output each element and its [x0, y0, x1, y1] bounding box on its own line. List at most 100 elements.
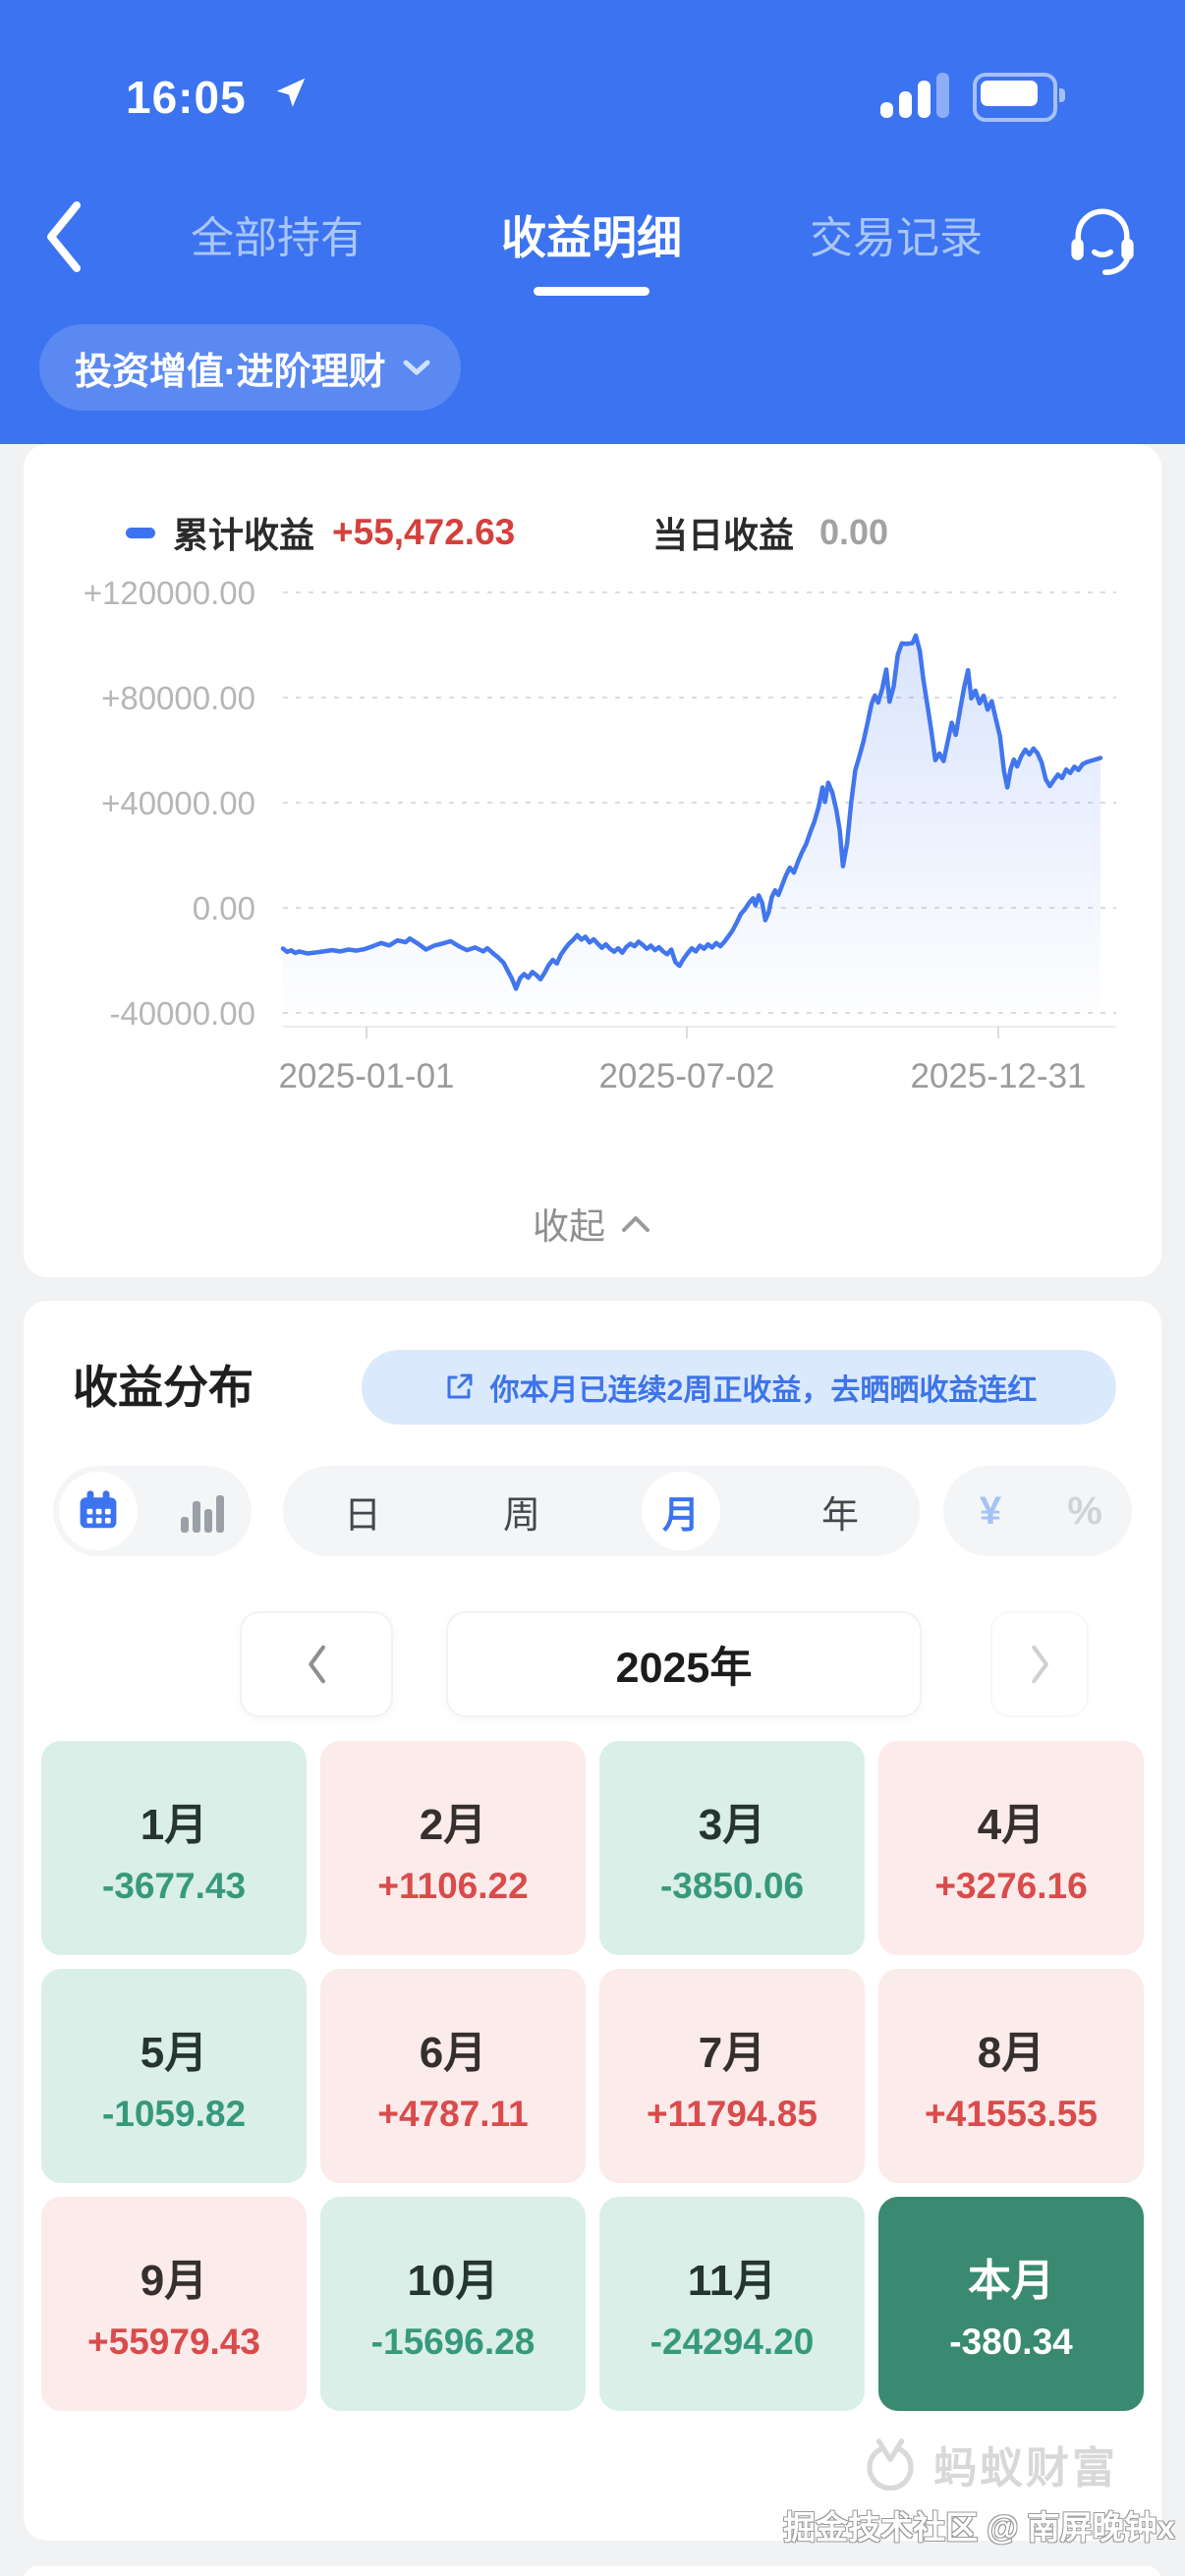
nav-tabs-row: 全部持有 收益明细 交易记录 — [0, 193, 1185, 301]
svg-text:0.00: 0.00 — [193, 890, 255, 926]
period-tab-year-label: 年 — [820, 1494, 859, 1537]
month-cell[interactable]: 5月 -1059.82 — [41, 1969, 307, 2183]
calendar-view-button[interactable] — [59, 1472, 138, 1550]
daily-profit-value: 0.00 — [819, 512, 889, 552]
month-cell-value: -3677.43 — [101, 1866, 247, 1906]
svg-text:+120000.00: +120000.00 — [84, 575, 255, 611]
year-selector: 2025年 — [24, 1611, 1161, 1717]
month-cell-label: 5月 — [140, 2029, 208, 2077]
period-tab-year[interactable]: 年 — [761, 1466, 920, 1556]
status-time: 16:05 — [126, 72, 247, 123]
profit-distribution-card: 收益分布 你本月已连续2周正收益，去晒晒收益连红 — [24, 1301, 1161, 2541]
year-value: 2025年 — [615, 1645, 753, 1692]
month-cell-label: 9月 — [140, 2257, 208, 2305]
tab-profit-detail[interactable]: 收益明细 — [501, 212, 682, 263]
period-tab-week-label: 周 — [502, 1494, 540, 1537]
location-arrow-icon — [273, 75, 309, 115]
period-tabs: 日 周 月 年 — [283, 1466, 920, 1556]
month-cell[interactable]: 11月 -24294.20 — [599, 2197, 865, 2411]
month-cell[interactable]: 8月 +41553.55 — [878, 1969, 1144, 2183]
month-cell[interactable]: 6月 +4787.11 — [320, 1969, 586, 2183]
share-icon — [447, 1373, 473, 1399]
month-cell-label: 本月 — [968, 2257, 1054, 2305]
ant-fortune-logo-icon — [867, 2436, 914, 2492]
svg-text:+80000.00: +80000.00 — [101, 680, 255, 716]
distribution-title: 收益分布 — [73, 1362, 254, 1413]
period-tab-day-label: 日 — [343, 1494, 381, 1537]
cumulative-profit-value: +55,472.63 — [332, 512, 516, 552]
header: 16:05 全部持有 收益明细 交易记录 — [0, 0, 1185, 444]
tab-transaction-history[interactable]: 交易记录 — [810, 214, 983, 262]
bar-chart-view-button[interactable] — [179, 1489, 226, 1540]
unit-yuan-button[interactable]: ¥ — [979, 1488, 1002, 1533]
chevron-up-icon — [622, 1216, 649, 1232]
month-cell-value: -380.34 — [949, 2322, 1073, 2362]
month-cell[interactable]: 3月 -3850.06 — [599, 1741, 865, 1955]
daily-profit-label: 当日收益 — [652, 515, 795, 555]
tab-all-holdings[interactable]: 全部持有 — [191, 214, 364, 262]
footer-credit: 掘金技术社区 @ 南屏晚钟x — [783, 2509, 1175, 2546]
active-tab-underline — [534, 287, 649, 296]
month-cell[interactable]: 10月 -15696.28 — [320, 2197, 586, 2411]
month-cell-value: +41553.55 — [925, 2094, 1098, 2134]
month-cell-value: -24294.20 — [649, 2322, 815, 2362]
streak-banner[interactable]: 你本月已连续2周正收益，去晒晒收益连红 — [362, 1350, 1116, 1425]
streak-banner-text: 你本月已连续2周正收益，去晒晒收益连红 — [489, 1374, 1038, 1407]
svg-text:+40000.00: +40000.00 — [101, 785, 255, 821]
period-tab-day[interactable]: 日 — [283, 1466, 442, 1556]
next-card-top — [24, 2566, 1161, 2576]
back-chevron-icon[interactable] — [39, 196, 98, 275]
month-cell-label: 2月 — [419, 1801, 487, 1849]
profit-line-chart[interactable]: +120000.00 +80000.00 +40000.00 0.00 -40000.0… — [24, 570, 1161, 1120]
month-cell-value: +55979.43 — [87, 2322, 260, 2362]
svg-text:2025-07-02: 2025-07-02 — [598, 1057, 774, 1095]
month-cell-label: 7月 — [698, 2029, 766, 2077]
svg-text:2025-01-01: 2025-01-01 — [278, 1057, 454, 1095]
next-year-button[interactable] — [990, 1611, 1089, 1717]
month-cell-value: +4787.11 — [377, 2094, 529, 2134]
month-cell-value: -1059.82 — [101, 2094, 247, 2134]
period-tab-week[interactable]: 周 — [442, 1466, 601, 1556]
month-cell-label: 4月 — [977, 1801, 1045, 1849]
calendar-icon — [80, 1490, 117, 1529]
year-value-box[interactable]: 2025年 — [446, 1611, 922, 1717]
collapse-button[interactable]: 收起 — [24, 1197, 1161, 1250]
month-cell-value: +1106.22 — [377, 1866, 529, 1906]
month-cell-value: -3850.06 — [659, 1866, 805, 1906]
chevron-left-icon — [309, 1645, 325, 1684]
period-tab-month[interactable]: 月 — [601, 1466, 761, 1556]
month-cell-label: 8月 — [977, 2029, 1045, 2077]
month-cell-label: 6月 — [419, 2029, 487, 2077]
chart-legend: 累计收益 +55,472.63 当日收益 0.00 — [24, 507, 1161, 566]
month-cell-value: +11794.85 — [647, 2094, 818, 2134]
unit-percent-button[interactable]: % — [1067, 1488, 1102, 1533]
period-tab-month-label: 月 — [642, 1472, 720, 1550]
watermark-text: 蚂蚁财富 — [933, 2444, 1118, 2492]
portfolio-filter-dropdown[interactable]: 投资增值·进阶理财 — [39, 324, 461, 411]
month-cell[interactable]: 9月 +55979.43 — [41, 2197, 307, 2411]
unit-toggle: ¥ % — [943, 1466, 1132, 1556]
view-toggle — [53, 1466, 252, 1556]
month-cell[interactable]: 2月 +1106.22 — [320, 1741, 586, 1955]
cumulative-profit-label: 累计收益 — [173, 515, 315, 555]
svg-text:2025-12-31: 2025-12-31 — [910, 1057, 1086, 1095]
month-cell[interactable]: 4月 +3276.16 — [878, 1741, 1144, 1955]
month-cell-label: 3月 — [698, 1801, 766, 1849]
previous-year-button[interactable] — [240, 1611, 393, 1717]
chevron-down-icon — [403, 360, 430, 375]
battery-icon — [973, 73, 1065, 122]
signal-bars-icon — [880, 73, 955, 118]
month-cell-value: -15696.28 — [370, 2322, 536, 2362]
watermark: 蚂蚁财富 — [863, 2433, 1118, 2495]
month-cell[interactable]: 1月 -3677.43 — [41, 1741, 307, 1955]
bar-chart-icon — [181, 1495, 224, 1533]
legend-line-marker — [126, 527, 155, 538]
month-cell[interactable]: 本月 -380.34 — [878, 2197, 1144, 2411]
month-cell-label: 1月 — [140, 1801, 208, 1849]
svg-text:-40000.00: -40000.00 — [109, 995, 255, 1032]
month-cell-label: 10月 — [407, 2257, 499, 2305]
month-cell[interactable]: 7月 +11794.85 — [599, 1969, 865, 2183]
customer-service-icon[interactable] — [1059, 193, 1146, 284]
month-cell-label: 11月 — [687, 2257, 777, 2305]
